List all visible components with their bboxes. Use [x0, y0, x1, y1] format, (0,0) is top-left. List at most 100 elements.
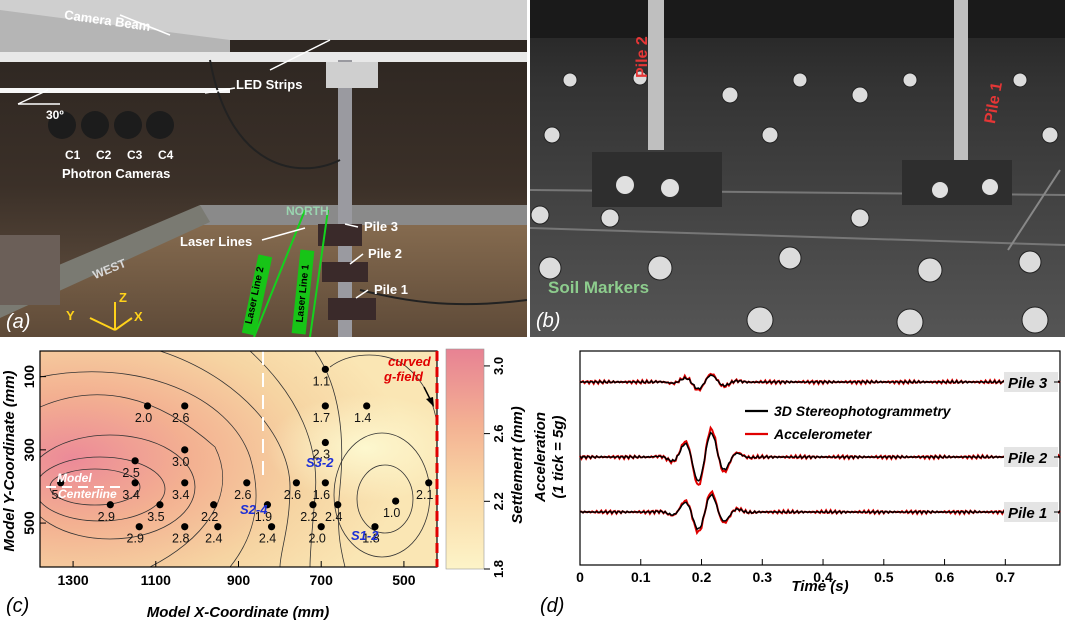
data-point-label: 1.9 — [255, 510, 272, 524]
panel-a-photo: Camera Beam LED Strips 30º C1 C2 C3 C4 P… — [0, 0, 527, 337]
data-point — [131, 479, 139, 487]
photron-cameras-label: Photron Cameras — [62, 166, 171, 181]
data-point — [106, 501, 114, 509]
stereo-trace — [579, 431, 1061, 482]
panel-d: Pile 3 Pile 2 Pile 1 0 0.1 0.2 0.3 0.4 0.5 0.6 0.… — [530, 337, 1065, 623]
colorbar-tick-label: 2.6 — [491, 425, 506, 443]
c-xtick-label: 1300 — [58, 572, 89, 588]
c-xtick-label: 700 — [310, 572, 334, 588]
d-xtick-label: 0.7 — [996, 569, 1016, 585]
curved-annotation: curved — [388, 354, 432, 369]
data-point — [321, 479, 329, 487]
data-point-label: 2.1 — [416, 488, 433, 502]
data-point-label: 2.4 — [325, 510, 342, 524]
d-xtick-label: 0.4 — [813, 569, 833, 585]
data-point-label: 2.9 — [127, 532, 144, 546]
panel-c: 1300 1100 900 700 500 100 300 500 1.1 2.0 2.6 1.7 1… — [0, 337, 530, 623]
axis-y-label: Y — [66, 308, 75, 323]
series-label-bg — [1004, 502, 1058, 522]
d-xtick-label: 0.1 — [631, 569, 651, 585]
d-xlabel: Time (s) — [791, 578, 848, 595]
legend-accel: Accelerometer — [773, 426, 873, 442]
d-xtick-label: 0.2 — [692, 569, 712, 585]
data-point-label: 2.0 — [135, 411, 152, 425]
data-point — [317, 523, 325, 531]
panel-b-photo: Pile 2 Pile 1 Soil Markers (b) — [530, 0, 1065, 337]
data-point — [363, 402, 371, 410]
pile-2-label: Pile 2 — [368, 246, 402, 261]
colorbar-ticks: 1.8 2.2 2.6 3.0 — [484, 357, 506, 578]
pile-2-label-b: Pile 2 — [634, 36, 651, 78]
series-label: Pile 1 — [1008, 505, 1047, 522]
panel-d-letter: (d) — [540, 595, 565, 617]
data-point — [321, 402, 329, 410]
led-strips-label: LED Strips — [236, 77, 303, 92]
data-point-label: 3.4 — [122, 488, 139, 502]
panel-c-letter: (c) — [6, 595, 30, 617]
data-point-label: 2.2 — [300, 510, 317, 524]
axis-z-label: Z — [119, 290, 127, 305]
panel-b-letter: (b) — [536, 310, 561, 332]
d-xtick-label: 0.5 — [874, 569, 894, 585]
panel-d-chart: Pile 3 Pile 2 Pile 1 0 0.1 0.2 0.3 0.4 0.5 0.6 0.… — [532, 350, 1061, 595]
legend-stereo: 3D Stereophotogrammetry — [774, 403, 952, 419]
data-point — [181, 402, 189, 410]
panel-c-points: 1.1 2.0 2.6 1.7 1.4 2.3 2.5 3.0 5. 3.4 3.4 2.6 2.6 1.… — [51, 365, 433, 546]
data-point-label: 2.8 — [172, 532, 189, 546]
laser-lines-label: Laser Lines — [180, 234, 253, 249]
data-point-label: 2.6 — [234, 488, 251, 502]
d-xtick-label: 0.6 — [935, 569, 955, 585]
s2-4-annotation: S2-4 — [240, 502, 268, 517]
colorbar-tick-label: 3.0 — [491, 357, 506, 375]
contour-lines — [40, 351, 437, 567]
c-ytick-label: 300 — [21, 438, 37, 462]
series-label-bg — [1004, 447, 1058, 467]
panel-c-ticks: 1300 1100 900 700 500 100 300 500 — [21, 365, 416, 588]
data-point — [263, 501, 272, 509]
c-ytick-label: 500 — [21, 511, 37, 535]
data-point-label: 2.6 — [284, 488, 301, 502]
data-point — [371, 523, 379, 531]
data-point — [321, 365, 329, 373]
data-point-label: 2.2 — [201, 510, 218, 524]
data-point — [210, 501, 218, 509]
data-point — [214, 523, 222, 531]
data-point — [267, 523, 276, 531]
panel-a-scene — [0, 0, 527, 337]
data-point — [292, 479, 300, 487]
gfield-annotation: g-field — [383, 369, 424, 384]
data-point — [321, 438, 329, 447]
model-annotation: Model — [57, 471, 92, 485]
stereo-trace — [579, 374, 1061, 391]
d-xtick-label: 0 — [576, 569, 584, 585]
data-point — [181, 479, 189, 487]
angle-label: 30º — [46, 108, 64, 122]
soil-markers-label: Soil Markers — [548, 278, 650, 297]
data-point — [131, 457, 139, 465]
camera-c4-label: C4 — [158, 148, 174, 162]
series-label-bg — [1004, 372, 1058, 392]
data-point — [334, 501, 342, 509]
s3-2-annotation: S3-2 — [306, 455, 334, 470]
c-ytick-label: 100 — [21, 365, 37, 389]
data-point — [392, 497, 400, 505]
pile-3-label: Pile 3 — [364, 219, 398, 234]
axis-x-label: X — [134, 309, 143, 324]
camera-c2-label: C2 — [96, 148, 112, 162]
data-point-label: 1.4 — [354, 411, 371, 425]
data-point — [156, 501, 164, 509]
series-label: Pile 2 — [1008, 450, 1048, 467]
data-point-label: 5. — [51, 488, 61, 502]
data-point — [181, 446, 189, 454]
d-ylabel-line2: (1 tick = 5g) — [550, 416, 567, 499]
data-point-label: 1.7 — [313, 411, 330, 425]
data-point-label: 1.8 — [362, 532, 379, 546]
d-ticks: 0 0.1 0.2 0.3 0.4 0.5 0.6 0.7 — [576, 559, 1015, 585]
camera-c1-label: C1 — [65, 148, 81, 162]
pile-1-label: Pile 1 — [374, 282, 408, 297]
data-point-label: 2.4 — [205, 532, 222, 546]
data-point-label: 3.0 — [172, 455, 189, 469]
d-ylabel-line1: Acceleration — [532, 412, 549, 503]
c-xtick-label: 500 — [392, 572, 416, 588]
